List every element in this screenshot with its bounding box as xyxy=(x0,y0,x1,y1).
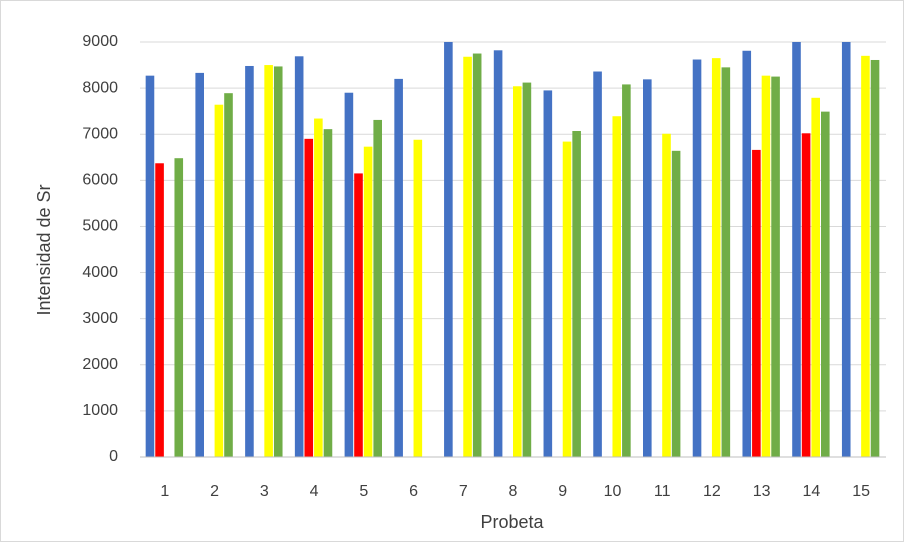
x-tick-label: 8 xyxy=(509,483,518,500)
x-tick-label: 2 xyxy=(210,483,219,500)
bar xyxy=(821,111,830,457)
bar xyxy=(612,116,622,457)
bar xyxy=(742,50,752,458)
bar xyxy=(761,75,771,458)
bar xyxy=(841,42,851,457)
bar xyxy=(214,104,224,457)
bar xyxy=(692,59,702,458)
x-axis-label: Probeta xyxy=(480,512,544,532)
x-tick-label: 9 xyxy=(558,483,567,500)
bar xyxy=(792,42,801,457)
x-tick-label: 13 xyxy=(753,483,771,500)
bar xyxy=(572,130,581,457)
y-tick-label: 3000 xyxy=(82,310,118,327)
x-tick-label: 6 xyxy=(409,483,418,500)
bar xyxy=(622,84,631,457)
x-tick-label: 11 xyxy=(654,483,671,500)
bar xyxy=(771,76,780,457)
bar xyxy=(354,173,363,457)
y-tick-label: 9000 xyxy=(82,33,118,50)
bar xyxy=(363,146,373,457)
bar xyxy=(344,92,354,457)
x-tick-label: 7 xyxy=(459,483,468,500)
bar xyxy=(513,86,522,458)
bar xyxy=(870,59,880,457)
bar xyxy=(413,139,423,457)
bar xyxy=(294,56,304,458)
bar xyxy=(463,56,472,457)
bar xyxy=(671,150,681,458)
y-tick-label: 5000 xyxy=(82,218,118,235)
bar xyxy=(472,53,482,458)
bar xyxy=(224,93,233,457)
x-tick-label: 5 xyxy=(359,483,368,500)
bar xyxy=(861,55,870,457)
bar xyxy=(394,78,403,457)
y-axis-label: Intensidad de Sr xyxy=(34,184,54,315)
bar xyxy=(245,65,254,457)
y-tick-label: 7000 xyxy=(82,125,118,142)
y-tick-label: 0 xyxy=(109,448,118,465)
bar xyxy=(174,158,184,457)
bar xyxy=(721,67,731,457)
bar xyxy=(801,133,811,458)
y-tick-label: 6000 xyxy=(82,172,118,189)
bar xyxy=(145,75,155,458)
bar xyxy=(155,163,164,457)
bar xyxy=(643,79,652,457)
bar xyxy=(562,141,572,457)
x-tick-label: 10 xyxy=(604,483,622,500)
x-tick-label: 1 xyxy=(160,483,169,500)
y-tick-label: 1000 xyxy=(82,402,118,419)
x-tick-label: 4 xyxy=(310,483,319,500)
x-tick-label: 15 xyxy=(852,483,870,500)
bar xyxy=(543,90,553,458)
bar xyxy=(593,71,602,457)
bar xyxy=(323,129,333,457)
bar xyxy=(711,58,721,458)
bar xyxy=(522,82,532,458)
bar xyxy=(811,97,820,458)
bar xyxy=(314,118,323,458)
bar xyxy=(304,138,314,458)
y-tick-label: 8000 xyxy=(82,79,118,96)
bar xyxy=(195,72,204,458)
bar xyxy=(493,50,503,458)
bar xyxy=(373,119,382,457)
y-tick-label: 2000 xyxy=(82,356,118,373)
bar xyxy=(752,149,761,457)
x-tick-label: 3 xyxy=(260,483,269,500)
bar xyxy=(264,65,273,458)
bar xyxy=(444,42,453,457)
bar xyxy=(273,66,283,457)
x-tick-label: 14 xyxy=(803,483,821,500)
bar xyxy=(662,133,671,457)
x-tick-label: 12 xyxy=(703,483,721,500)
y-tick-label: 4000 xyxy=(82,264,118,281)
